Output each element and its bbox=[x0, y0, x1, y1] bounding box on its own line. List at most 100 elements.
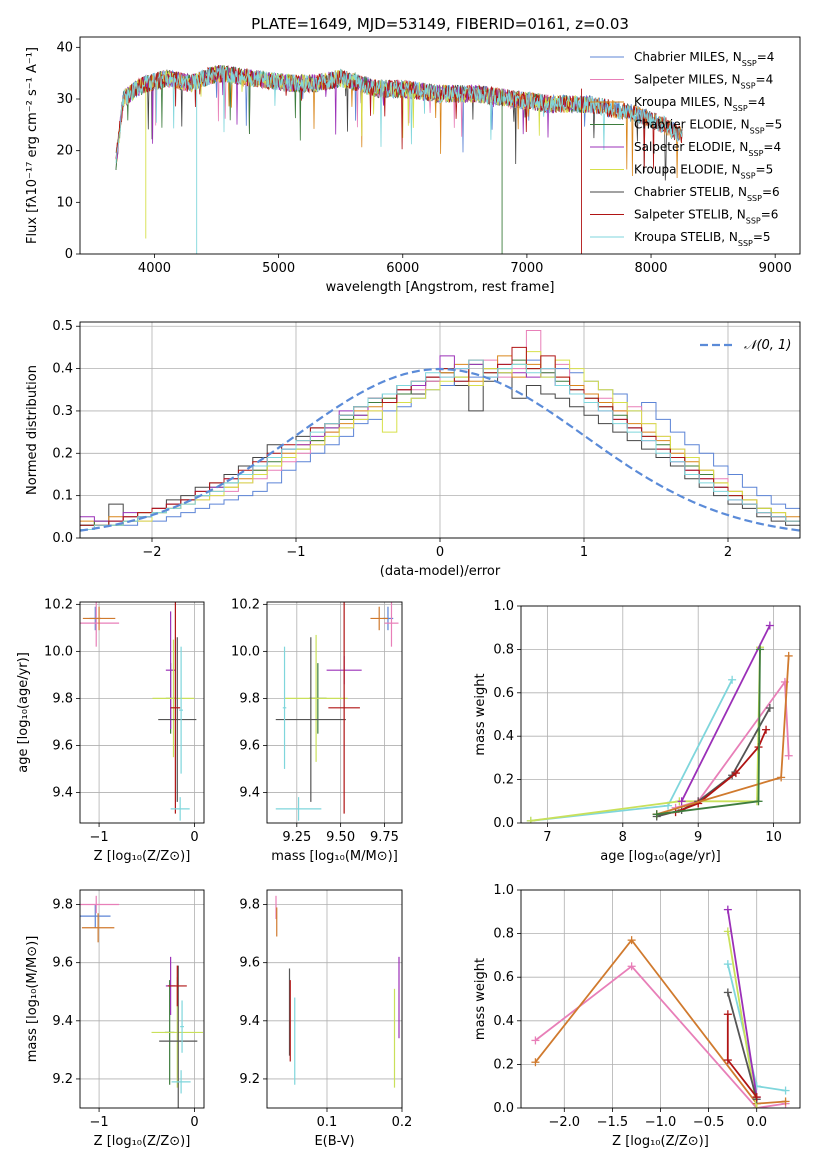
y-tick-label: 9.6 bbox=[52, 738, 73, 753]
x-tick-label: 7 bbox=[543, 830, 551, 845]
y-tick-label: 0.4 bbox=[493, 729, 514, 744]
spectrum-title: PLATE=1649, MJD=53149, FIBERID=0161, z=0… bbox=[251, 15, 629, 33]
x-tick-label: 2 bbox=[724, 545, 732, 560]
x-tick-label: 0 bbox=[436, 545, 444, 560]
y-tick-label: 0.2 bbox=[493, 773, 514, 788]
legend-entry: Kroupa MILES, NSSP=4 bbox=[634, 95, 765, 113]
x-tick-label: 4000 bbox=[138, 261, 171, 276]
y-tick-label: 9.4 bbox=[52, 1014, 73, 1029]
y-tick-label: 10.0 bbox=[231, 644, 260, 659]
panel-mass-vs-EBV: 0.1 0.2 9.2 9.4 9.6 9.8 E(B-V) bbox=[239, 889, 412, 1149]
x-tick-label: 9 bbox=[694, 830, 702, 845]
y-tick-label: 9.8 bbox=[52, 898, 73, 913]
y-axis-label: Flux [fλ10⁻¹⁷ erg cm⁻² s⁻¹ A⁻¹] bbox=[25, 47, 40, 244]
x-axis-label: age [log₁₀(age/yr)] bbox=[600, 849, 721, 864]
x-tick-label: −1 bbox=[286, 545, 305, 560]
y-tick-label: 9.8 bbox=[239, 898, 260, 913]
y-tick-label: 0.0 bbox=[493, 1101, 514, 1116]
y-tick-label: 0.4 bbox=[52, 362, 73, 377]
y-tick-label: 0 bbox=[65, 247, 73, 262]
y-tick-label: 10 bbox=[56, 195, 73, 210]
x-tick-label: 9.75 bbox=[370, 830, 399, 845]
plot-area bbox=[80, 330, 800, 538]
x-tick-label: −2.0 bbox=[549, 1115, 581, 1130]
y-tick-label: 1.0 bbox=[493, 599, 514, 614]
axes-frame bbox=[520, 889, 801, 1109]
y-tick-label: 9.6 bbox=[239, 738, 260, 753]
axes-frame bbox=[79, 36, 801, 255]
panel-weight-vs-age: 7 8 9 10 0.0 0.2 0.4 0.6 0.8 1.0 age [log₁₀(age/yr… bbox=[473, 599, 801, 864]
x-tick-label: 0.1 bbox=[317, 1115, 338, 1130]
panel-residual-histogram: −2 −1 0 1 2 0.0 0.1 0.2 0.3 0.4 0.5 (data-model)/er… bbox=[25, 319, 801, 579]
x-axis-label: E(B-V) bbox=[314, 1134, 354, 1149]
weight-line bbox=[534, 965, 786, 1108]
y-tick-label: 0.6 bbox=[493, 686, 514, 701]
x-tick-label: 0 bbox=[190, 1115, 198, 1130]
x-tick-label: 8 bbox=[619, 830, 627, 845]
y-axis-label: mass weight bbox=[473, 673, 488, 755]
panels: 4000 5000 6000 7000 8000 9000010203040wavelen… bbox=[16, 36, 801, 1149]
y-tick-label: 40 bbox=[56, 40, 73, 55]
y-tick-label: 9.6 bbox=[52, 956, 73, 971]
y-tick-label: 20 bbox=[56, 144, 73, 159]
histogram-8 bbox=[80, 359, 800, 538]
panel-age-vs-mass: 9.25 9.50 9.75 9.4 9.6 9.8 10.0 10.2 mass [log₁₀… bbox=[231, 597, 403, 864]
legend-entry: Chabrier STELIB, NSSP=6 bbox=[634, 185, 780, 203]
legend: Chabrier MILES, NSSP=4 Salpeter MILES, NS… bbox=[590, 50, 782, 248]
y-tick-label: 0.3 bbox=[52, 404, 73, 419]
x-axis-label: (data-model)/error bbox=[380, 564, 501, 579]
legend-entry: Salpeter STELIB, NSSP=6 bbox=[634, 208, 778, 226]
y-tick-label: 9.8 bbox=[239, 691, 260, 706]
x-tick-label: 6000 bbox=[386, 261, 419, 276]
axes-frame bbox=[266, 601, 403, 824]
panel-mass-vs-Z: −1 0 9.2 9.4 9.6 9.8 Z [log₁₀(Z/Z⊙)] mass [log₁… bbox=[25, 889, 205, 1149]
x-axis-label: Z [log₁₀(Z/Z⊙)] bbox=[94, 1134, 191, 1149]
plot-area bbox=[275, 602, 399, 821]
weight-line bbox=[680, 625, 771, 802]
plot-area bbox=[275, 895, 400, 1088]
y-tick-label: 10.0 bbox=[44, 644, 73, 659]
x-tick-label: −1.5 bbox=[597, 1115, 629, 1130]
plot-area bbox=[115, 64, 683, 254]
x-tick-label: −1 bbox=[89, 1115, 108, 1130]
legend-entry: Chabrier ELODIE, NSSP=5 bbox=[634, 118, 782, 136]
x-tick-label: 0.0 bbox=[746, 1115, 767, 1130]
y-tick-label: 0.6 bbox=[493, 970, 514, 985]
y-tick-label: 9.6 bbox=[239, 956, 260, 971]
x-tick-label: 5000 bbox=[262, 261, 295, 276]
y-tick-label: 0.4 bbox=[493, 1014, 514, 1029]
axes-frame bbox=[79, 889, 205, 1109]
y-axis-label: age [log₁₀(age/yr)] bbox=[16, 652, 31, 773]
legend-entry: Kroupa ELODIE, NSSP=5 bbox=[634, 163, 773, 181]
y-tick-label: 0.2 bbox=[52, 446, 73, 461]
axes-frame bbox=[79, 601, 205, 824]
x-axis-label: Z [log₁₀(Z/Z⊙)] bbox=[94, 849, 191, 864]
x-axis-label: Z [log₁₀(Z/Z⊙)] bbox=[612, 1134, 709, 1149]
x-tick-label: 8000 bbox=[634, 261, 667, 276]
plot-area bbox=[531, 905, 790, 1108]
gaussian-curve bbox=[80, 367, 800, 532]
y-tick-label: 10.2 bbox=[44, 597, 73, 612]
y-axis-label: Normed distribution bbox=[25, 365, 40, 495]
spectrum-line-8 bbox=[115, 65, 683, 164]
y-tick-label: 9.8 bbox=[52, 691, 73, 706]
legend-entry: Kroupa STELIB, NSSP=5 bbox=[634, 230, 771, 248]
histogram-5 bbox=[80, 351, 800, 538]
y-tick-label: 10.2 bbox=[231, 597, 260, 612]
x-tick-label: 9.25 bbox=[282, 830, 311, 845]
plot-area bbox=[526, 621, 793, 823]
y-tick-label: 0.2 bbox=[493, 1057, 514, 1072]
y-tick-label: 0.5 bbox=[52, 319, 73, 334]
axes-frame bbox=[520, 605, 801, 824]
legend-entry: Salpeter ELODIE, NSSP=4 bbox=[634, 140, 781, 158]
y-tick-label: 1.0 bbox=[493, 883, 514, 898]
y-tick-label: 9.4 bbox=[239, 785, 260, 800]
x-tick-label: −2 bbox=[142, 545, 161, 560]
x-tick-label: 7000 bbox=[510, 261, 543, 276]
axes-frame bbox=[266, 889, 403, 1109]
weight-line bbox=[726, 992, 758, 1100]
weight-line bbox=[656, 707, 771, 818]
x-axis-label: mass [log₁₀(M/M⊙)] bbox=[271, 849, 398, 864]
panel-age-vs-Z: −1 0 9.4 9.6 9.8 10.0 10.2 Z [log₁₀(Z/Z⊙)] age [… bbox=[16, 597, 205, 864]
legend-entry: Chabrier MILES, NSSP=4 bbox=[634, 50, 774, 68]
